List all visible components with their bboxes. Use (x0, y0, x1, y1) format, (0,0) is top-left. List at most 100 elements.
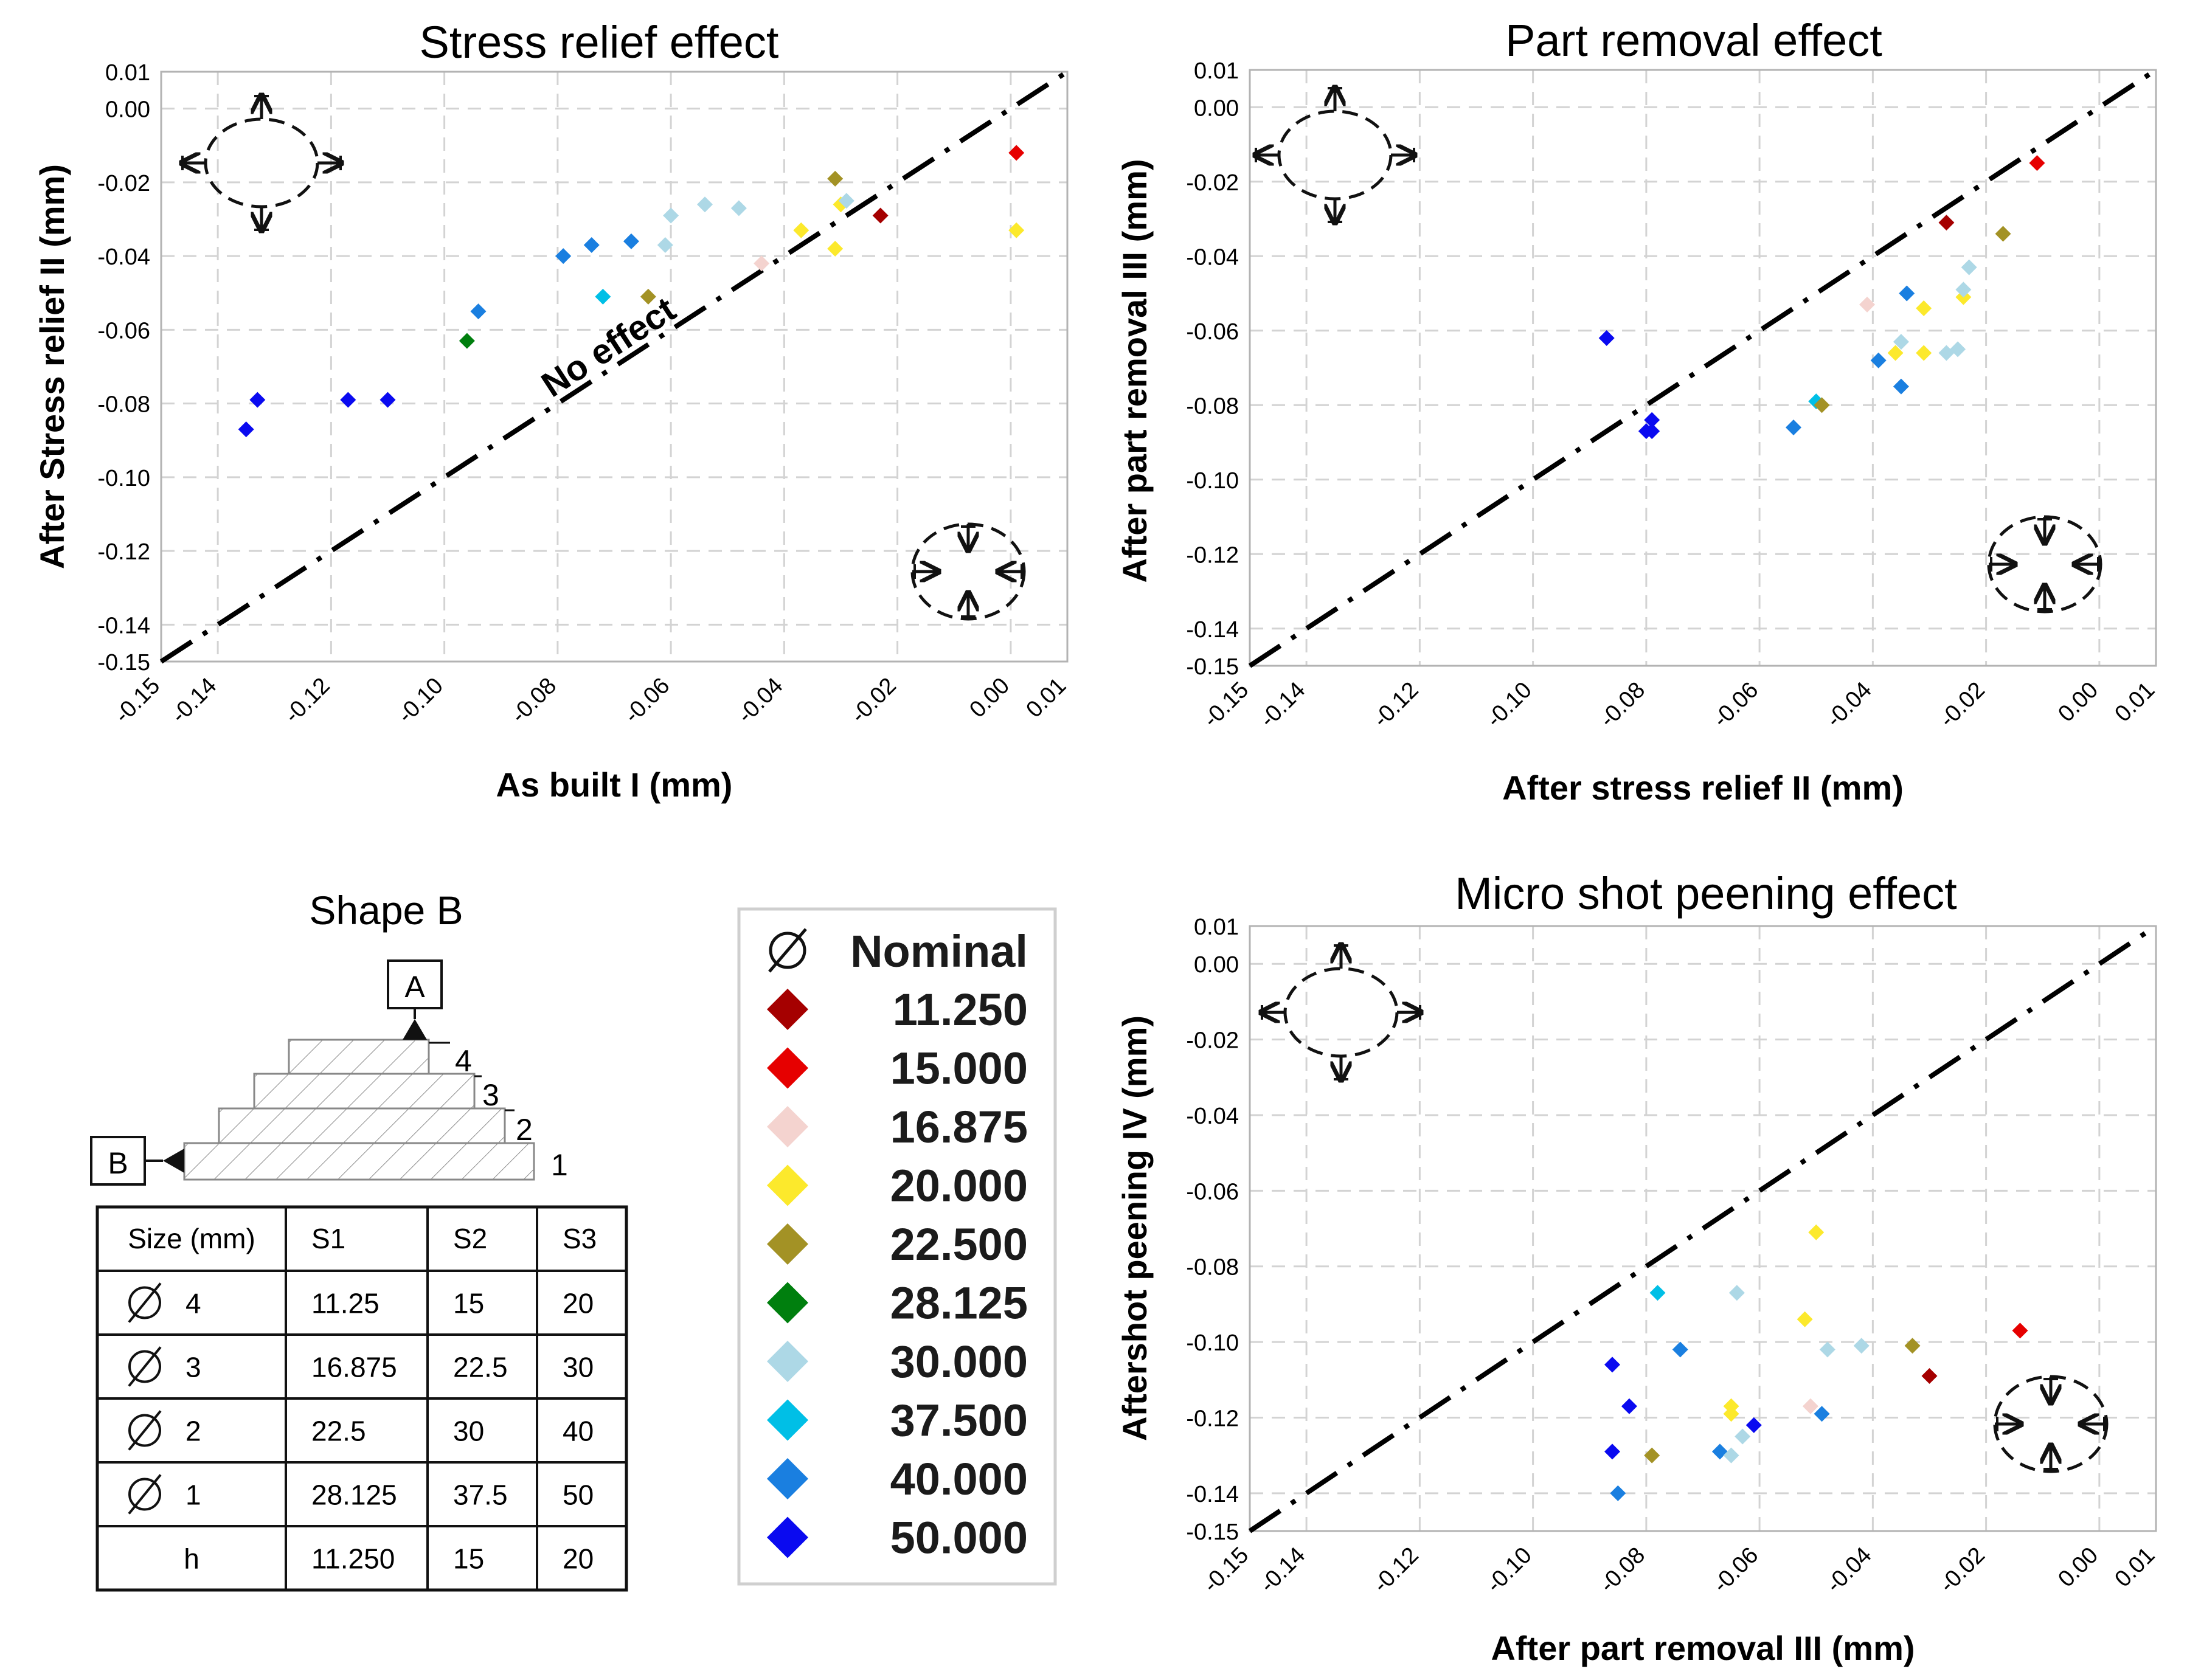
data-point (1802, 1398, 1818, 1414)
data-point (1814, 1406, 1830, 1422)
diameter-icon (128, 1286, 161, 1319)
data-point (1786, 420, 1801, 435)
data-point (1598, 330, 1615, 346)
datum-b-triangle (163, 1149, 184, 1173)
data-point (595, 288, 611, 305)
legend-label: 30.000 (890, 1336, 1028, 1387)
data-point (1893, 334, 1909, 350)
x-tick-label: 0.01 (2110, 1543, 2160, 1592)
x-axis-label: After part removal III (mm) (1491, 1629, 1915, 1667)
y-tick-label: -0.14 (1186, 617, 1239, 643)
data-point (1950, 341, 1966, 358)
y-tick-label: 0.01 (1194, 914, 1239, 940)
x-tick-label: -0.02 (1935, 677, 1990, 733)
table-row-label: 4 (185, 1288, 201, 1319)
y-tick-label: -0.02 (1186, 1028, 1239, 1054)
y-tick-labels: 0.01 0.00 -0.02 -0.04 -0.06 -0.08 -0.10 -0.12 -0… (1186, 914, 1239, 1545)
legend-marker (767, 1399, 808, 1441)
data-point (1853, 1338, 1870, 1354)
y-tick-label: -0.04 (1186, 1104, 1239, 1129)
legend-marker (767, 1282, 808, 1324)
plot-title: Part removal effect (1505, 15, 1882, 66)
x-tick-label: -0.02 (1935, 1543, 1990, 1598)
y-axis-label: After part removal III (mm) (1115, 159, 1154, 582)
data-point (340, 392, 356, 408)
x-tick-label: -0.14 (1255, 1543, 1311, 1598)
y-tick-label: -0.12 (1186, 1406, 1239, 1431)
table-row: 3 16.875 22.5 30 (128, 1346, 594, 1387)
y-tick-label: -0.02 (97, 171, 150, 196)
x-tick-label: -0.14 (167, 673, 222, 728)
legend-marker (767, 989, 808, 1030)
data-point (470, 303, 487, 320)
data-point (380, 392, 396, 408)
data-points (238, 145, 1025, 438)
no-effect-line (1248, 67, 2158, 668)
data-points (1598, 155, 2045, 440)
table-cell: 28.125 (311, 1479, 397, 1511)
table-cell: 11.25 (311, 1288, 380, 1319)
y-tick-label: -0.10 (1186, 1330, 1239, 1356)
y-tick-label: -0.06 (1186, 1179, 1239, 1205)
step-2 (218, 1107, 506, 1144)
y-tick-label: 0.01 (105, 60, 150, 86)
y-tick-labels: 0.01 0.00 -0.02 -0.04 -0.06 -0.08 -0.10 -0.12 -0… (97, 60, 150, 676)
step-4 (288, 1039, 430, 1075)
datum-a-box (387, 959, 443, 1009)
y-tick-label: 0.01 (1194, 58, 1239, 84)
data-point (1899, 285, 1915, 302)
size-table: Size (mm) S1 S2 S34 11.25 15 203 16.875 22.5 302 2… (95, 1205, 628, 1592)
x-tick-label: 0.00 (2053, 677, 2103, 727)
plot-title: Micro shot peening effect (1455, 868, 1957, 919)
x-tick-label: -0.14 (1255, 677, 1311, 733)
y-tick-label: -0.12 (1186, 542, 1239, 568)
y-tick-labels: 0.01 0.00 -0.02 -0.04 -0.06 -0.08 -0.10 -0.12 -0… (1186, 58, 1239, 680)
data-point (1808, 1224, 1825, 1240)
plot-area (160, 71, 1069, 663)
shape-b-drawing: Shape B 4 3 2 1 A B (90, 888, 568, 1186)
table-cell: 15 (453, 1543, 484, 1575)
outward-deformation-icon (1261, 944, 1421, 1080)
table-header-cell: S1 (311, 1223, 345, 1254)
data-point (1008, 222, 1025, 238)
data-point (1859, 296, 1876, 313)
table-row-label: 3 (185, 1352, 201, 1383)
no-effect-line (1248, 924, 2158, 1533)
diameter-icon (128, 1478, 161, 1511)
legend-label: 50.000 (890, 1513, 1028, 1563)
step-1 (183, 1142, 535, 1181)
y-tick-label: 0.00 (105, 97, 150, 123)
table-row: 4 11.25 15 20 (128, 1282, 594, 1323)
data-point (697, 196, 713, 213)
data-point (1735, 1428, 1751, 1445)
y-tick-label: 0.00 (1194, 952, 1239, 978)
data-point (1819, 1341, 1835, 1358)
table-cell: 37.5 (453, 1479, 508, 1511)
table-cell: 30 (453, 1416, 484, 1447)
data-point (827, 170, 844, 187)
data-point (1672, 1341, 1688, 1358)
data-point (1723, 1406, 1739, 1422)
x-tick-label: -0.02 (846, 673, 901, 728)
x-tick-labels: -0.15 -0.14 -0.12 -0.10 -0.08 -0.06 -0.04 -0.02… (1198, 677, 2160, 733)
legend-label: 20.000 (890, 1161, 1028, 1211)
legend-header: Nominal (850, 926, 1028, 977)
x-tick-label: -0.08 (506, 673, 561, 728)
table-cell: 20 (563, 1288, 594, 1319)
plot-shot-peening: Micro shot peening effect 0.010.00-0.02-… (1115, 868, 2160, 1667)
table-cell: 50 (563, 1479, 594, 1511)
table-header-cell: S2 (453, 1223, 487, 1254)
data-point (1814, 397, 1830, 413)
datum-a-triangle (403, 1019, 427, 1040)
data-point (730, 200, 747, 216)
y-tick-label: -0.04 (1186, 244, 1239, 270)
x-tick-labels: -0.15 -0.14 -0.12 -0.10 -0.08 -0.06 -0.04 -0.02… (1198, 1543, 2160, 1598)
legend-label: 22.500 (890, 1219, 1028, 1270)
x-tick-label: -0.12 (280, 673, 335, 728)
x-tick-label: 0.00 (2053, 1543, 2103, 1592)
plot-area (1249, 925, 2157, 1532)
data-point (872, 207, 889, 224)
data-point (1604, 1443, 1620, 1460)
data-point (793, 222, 809, 238)
y-tick-label: -0.06 (97, 318, 150, 344)
